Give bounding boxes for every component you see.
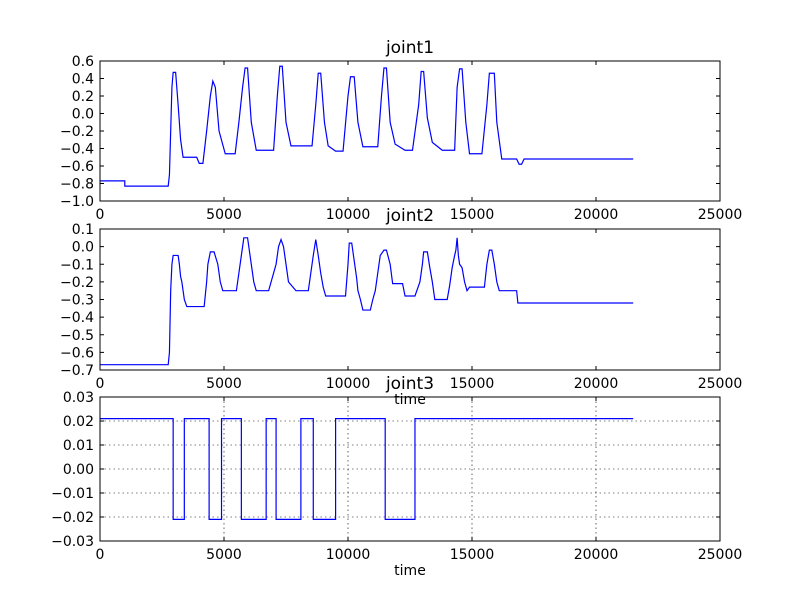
subplot-joint2: 0 5000 10000 15000 20000 25000 −0.7 −0.6−0.5 −0.… [60, 206, 742, 408]
series-line-joint3 [100, 418, 634, 521]
y-tick-label: −0.6 [60, 345, 94, 361]
x-tick-label: 15000 [450, 207, 495, 223]
x-tick-label: 20000 [574, 376, 619, 392]
x-tick-label: 0 [96, 547, 105, 563]
y-tick-label: 0.01 [63, 438, 94, 454]
y-tick-label: 0.6 [72, 54, 94, 70]
y-tick-label: 0.0 [72, 240, 94, 256]
y-tick-label: −0.2 [60, 275, 94, 291]
y-tick-label: −0.01 [51, 486, 94, 502]
series-line-joint1 [100, 65, 634, 187]
x-tick-label: 10000 [326, 207, 371, 223]
y-tick-label: −0.7 [60, 363, 94, 379]
y-tick-label: 0.1 [72, 222, 94, 238]
y-tick-label: −0.3 [60, 293, 94, 309]
x-axis-label: time [394, 563, 426, 579]
series-line-joint2 [100, 237, 634, 366]
y-tick-label: −0.03 [51, 534, 94, 550]
y-tick-label: −0.4 [60, 310, 94, 326]
y-tick-label: −1.0 [60, 194, 94, 210]
y-tick-label: −0.5 [60, 328, 94, 344]
plot-frame [99, 60, 721, 202]
x-tick-label: 0 [96, 207, 105, 223]
x-tick-label: 25000 [698, 547, 743, 563]
chart-title: joint3 [385, 374, 434, 394]
x-tick-label: 0 [96, 376, 105, 392]
x-tick-label: 15000 [450, 547, 495, 563]
y-tick-label: 0.02 [63, 414, 94, 430]
x-tick-label: 5000 [206, 207, 242, 223]
y-tick-label: −0.1 [60, 257, 94, 273]
x-tick-label: 10000 [326, 376, 371, 392]
y-tick-label: 0.00 [63, 462, 94, 478]
x-tick-label: 10000 [326, 547, 371, 563]
chart-title: joint1 [385, 38, 434, 58]
y-tick-label: 0.4 [72, 72, 94, 88]
x-tick-label: 20000 [574, 547, 619, 563]
y-tick-label: −0.02 [51, 510, 94, 526]
x-tick-label: 20000 [574, 207, 619, 223]
subplot-joint3: 0 5000 10000 15000 20000 25000 −0.03 −0.02 −0.01… [51, 374, 742, 579]
x-tick-label: 15000 [450, 376, 495, 392]
y-tick-label: −0.2 [60, 124, 94, 140]
chart-title: joint2 [385, 206, 434, 226]
y-tick-label: −0.8 [60, 177, 94, 193]
y-tick-label: 0.03 [63, 390, 94, 406]
x-tick-label: 25000 [698, 376, 743, 392]
subplot-joint1: 0 5000 10000 15000 20000 25000−1.0−0.8−0.6−0.… [60, 38, 742, 223]
x-tick-label: 25000 [698, 207, 743, 223]
plot-frame [99, 228, 721, 371]
y-tick-label: −0.6 [60, 159, 94, 175]
y-tick-label: 0.0 [72, 107, 94, 123]
y-tick-label: −0.4 [60, 142, 94, 158]
y-tick-label: 0.2 [72, 89, 94, 105]
x-axis-label: time [394, 392, 426, 408]
x-tick-label: 5000 [206, 547, 242, 563]
x-tick-label: 5000 [206, 376, 242, 392]
